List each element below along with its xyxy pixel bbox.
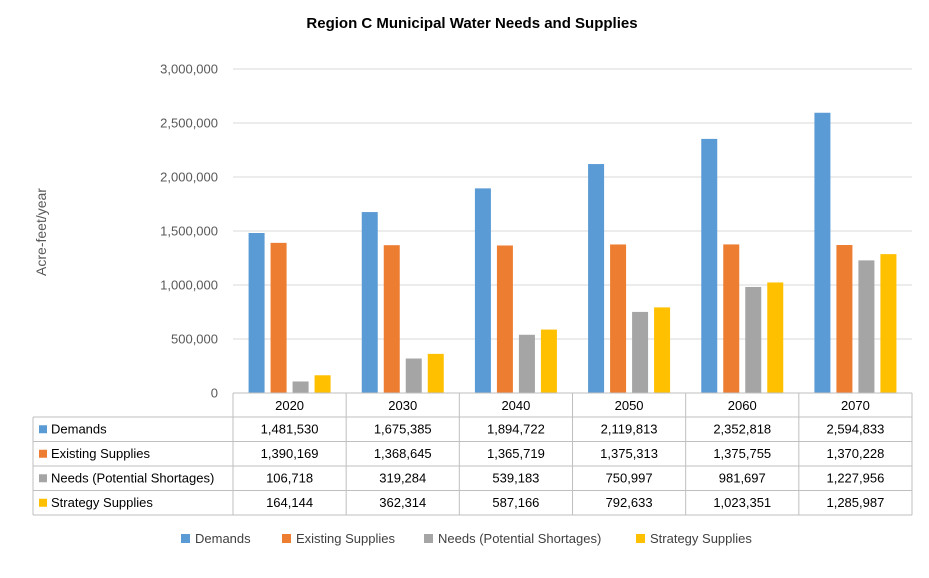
y-tick-label: 1,500,000 — [160, 224, 218, 239]
table-cell: 1,227,956 — [826, 471, 884, 486]
table-cell: 362,314 — [379, 495, 426, 510]
legend-label: Strategy Supplies — [650, 531, 752, 546]
table-cell: 164,144 — [266, 495, 313, 510]
bar — [836, 245, 853, 393]
table-cell: 539,183 — [492, 471, 539, 486]
x-category-label: 2070 — [841, 398, 870, 413]
legend-swatch — [424, 534, 433, 543]
legend-swatch — [282, 534, 291, 543]
table-cell: 1,675,385 — [374, 422, 432, 437]
bar — [270, 242, 287, 393]
bar — [405, 358, 422, 393]
legend-label: Demands — [195, 531, 251, 546]
chart-title: Region C Municipal Water Needs and Suppl… — [306, 15, 637, 32]
legend: Demands Existing Supplies Needs (Potential… — [181, 531, 752, 546]
table-cell: 319,284 — [379, 471, 426, 486]
table-cell: 587,166 — [492, 495, 539, 510]
x-category-label: 2020 — [275, 398, 304, 413]
bar — [723, 244, 740, 393]
bar — [814, 112, 831, 394]
bars — [248, 112, 897, 394]
x-category-label: 2050 — [615, 398, 644, 413]
table-cell: 2,594,833 — [826, 422, 884, 437]
bar — [518, 334, 535, 393]
bar — [361, 212, 378, 393]
table-legend-key — [39, 425, 47, 434]
x-category-label: 2060 — [728, 398, 757, 413]
bar — [383, 245, 400, 393]
bar — [767, 282, 784, 393]
table-cell: 1,375,313 — [600, 446, 658, 461]
y-tick-label: 500,000 — [171, 332, 218, 347]
bar — [745, 286, 762, 393]
x-category-label: 2040 — [501, 398, 530, 413]
table-cell: 2,119,813 — [601, 422, 658, 437]
bar — [292, 381, 309, 393]
bar — [540, 329, 557, 393]
legend-swatch — [181, 534, 190, 543]
table-cell: 1,894,722 — [487, 422, 545, 437]
y-tick-label: 0 — [211, 386, 218, 401]
y-tick-label: 1,000,000 — [160, 278, 218, 293]
bar — [880, 254, 897, 393]
table-legend-key — [39, 474, 47, 483]
y-tick-label: 3,000,000 — [160, 62, 218, 77]
table-series-name: Needs (Potential Shortages) — [51, 471, 214, 486]
bar — [427, 353, 444, 393]
table-cell: 792,633 — [606, 495, 653, 510]
table-cell: 1,365,719 — [487, 446, 545, 461]
data-table: 2020 2030 2040 2050 2060 2070 Demands 1,481,530… — [32, 392, 913, 516]
table-cell: 1,370,228 — [826, 446, 884, 461]
table-legend-key — [39, 449, 47, 458]
table-legend-key — [39, 498, 47, 507]
table-cell: 750,997 — [606, 471, 653, 486]
bar — [248, 232, 265, 393]
y-tick-label: 2,000,000 — [160, 170, 218, 185]
y-tick-label: 2,500,000 — [160, 116, 218, 131]
x-category-label: 2030 — [388, 398, 417, 413]
table-cell: 1,023,351 — [713, 495, 771, 510]
bar — [701, 138, 718, 393]
bar — [858, 260, 875, 393]
y-axis-label: Acre-feet/year — [33, 188, 49, 276]
bar — [632, 311, 649, 393]
table-cell: 1,375,755 — [713, 446, 771, 461]
legend-label: Needs (Potential Shortages) — [438, 531, 601, 546]
table-cell: 1,285,987 — [826, 495, 884, 510]
table-series-name: Existing Supplies — [51, 446, 150, 461]
table-series-name: Demands — [51, 422, 107, 437]
table-cell: 1,390,169 — [261, 446, 319, 461]
bar — [610, 244, 627, 393]
bar — [654, 307, 671, 393]
table-cell: 1,481,530 — [261, 422, 319, 437]
table-cell: 2,352,818 — [713, 422, 771, 437]
bar — [474, 188, 491, 393]
gridlines — [233, 68, 912, 394]
legend-swatch — [636, 534, 645, 543]
bar — [496, 245, 513, 393]
table-series-name: Strategy Supplies — [51, 495, 153, 510]
table-cell: 981,697 — [719, 471, 766, 486]
bar — [588, 164, 605, 393]
bar — [314, 375, 331, 393]
y-axis-ticks: 0 500,000 1,000,000 1,500,000 2,000,000 2,500… — [160, 62, 218, 401]
legend-label: Existing Supplies — [296, 531, 395, 546]
table-cell: 1,368,645 — [374, 446, 432, 461]
table-cell: 106,718 — [266, 471, 313, 486]
